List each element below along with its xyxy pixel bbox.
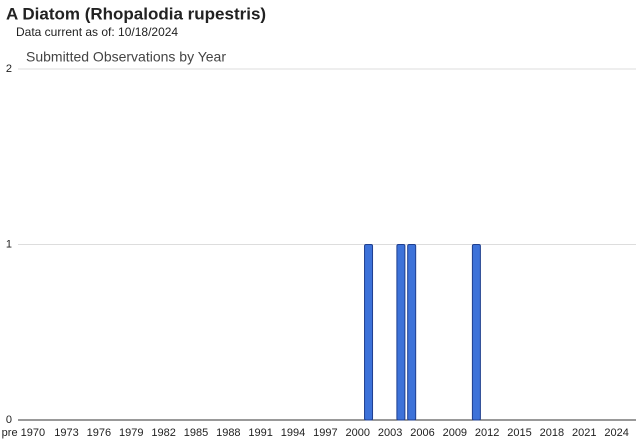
x-tick-label: 2015 (507, 427, 531, 439)
x-tick-label: 2024 (604, 427, 628, 439)
x-tick-label: 2021 (572, 427, 596, 439)
bar (471, 244, 481, 421)
y-tick-label: 0 (6, 414, 12, 426)
x-tick-label: 1994 (281, 427, 305, 439)
x-tick-label: 1991 (248, 427, 272, 439)
bar (407, 244, 417, 421)
x-tick-label: 2000 (346, 427, 370, 439)
bar (364, 244, 374, 421)
bar (396, 244, 406, 421)
x-tick-label: 2018 (540, 427, 564, 439)
x-tick-label: 2003 (378, 427, 402, 439)
x-tick-label: 1976 (87, 427, 111, 439)
subtitle: Data current as of: 10/18/2024 (16, 25, 178, 39)
y-tick-label: 1 (6, 238, 12, 250)
x-tick-label: 1997 (313, 427, 337, 439)
x-tick-label: 1973 (54, 427, 78, 439)
x-tick-label: 1988 (216, 427, 240, 439)
x-tick-label: 2012 (475, 427, 499, 439)
y-tick-label: 2 (6, 63, 12, 75)
x-tick-label: 1979 (119, 427, 143, 439)
x-tick-label: 2006 (410, 427, 434, 439)
page-title: A Diatom (Rhopalodia rupestris) (6, 4, 266, 23)
x-tick-label: 1985 (184, 427, 208, 439)
x-tick-label: 2009 (443, 427, 467, 439)
x-tick-label: pre 1970 (2, 427, 45, 439)
x-tick-label: 1982 (151, 427, 175, 439)
chart-title: Submitted Observations by Year (26, 49, 226, 65)
